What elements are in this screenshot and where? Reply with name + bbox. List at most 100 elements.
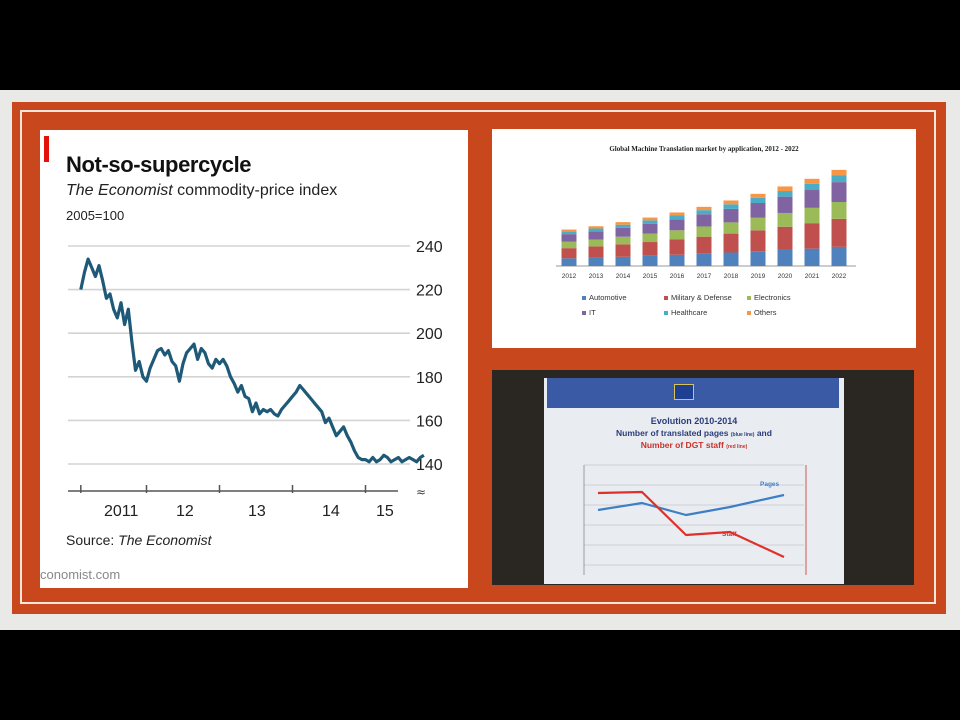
bar-segment bbox=[723, 204, 739, 209]
bar-segment bbox=[750, 217, 766, 231]
bar-segment bbox=[615, 227, 631, 237]
dgt-slide-photo-panel: Evolution 2010-2014 Number of translated… bbox=[492, 370, 914, 585]
staff-note: (red line) bbox=[726, 444, 748, 450]
bar-segment bbox=[669, 239, 685, 255]
bar-segment bbox=[615, 236, 631, 245]
x-tick-label: 2020 bbox=[778, 273, 793, 280]
bar-segment bbox=[696, 236, 712, 254]
bar-segment bbox=[750, 193, 766, 198]
legend-label: Others bbox=[754, 308, 777, 317]
translation-market-panel: Global Machine Translation market by app… bbox=[492, 129, 916, 348]
stacked-bar-chart: 2012 2013 2014 2015 2016 2017 2018 2019 2020 2021… bbox=[556, 169, 856, 317]
bar-segment bbox=[831, 175, 847, 183]
x-tick-label: 2014 bbox=[616, 273, 631, 280]
x-tick-label: 2016 bbox=[670, 273, 685, 280]
series-line-pages bbox=[597, 493, 785, 517]
bar-segment bbox=[561, 248, 577, 259]
bar-segment bbox=[723, 208, 739, 223]
bar-chart-title: Global Machine Translation market by app… bbox=[609, 145, 799, 153]
bar-segment bbox=[696, 253, 712, 266]
bar-segment bbox=[831, 218, 847, 247]
bar-segment bbox=[831, 201, 847, 219]
x-tick-label: 2012 bbox=[562, 273, 577, 280]
x-tick-label: 2018 bbox=[724, 273, 739, 280]
bar-segment bbox=[669, 219, 685, 231]
x-tick-label: 2011 bbox=[104, 503, 139, 520]
bar-segment bbox=[642, 217, 658, 221]
legend-swatch bbox=[747, 311, 751, 315]
bar-segment bbox=[615, 224, 631, 228]
legend-label: Automotive bbox=[589, 293, 627, 302]
bar-segment bbox=[777, 249, 793, 266]
bar-segment bbox=[615, 222, 631, 225]
chart-subtitle: The Economist commodity-price index bbox=[66, 182, 337, 200]
slide-subtitle-pages: Number of translated pages (blue line) a… bbox=[544, 428, 844, 438]
source-label: Source: bbox=[66, 532, 119, 548]
legend-label: Military & Defense bbox=[671, 293, 732, 302]
bar-segment bbox=[696, 206, 712, 211]
bar-segment bbox=[804, 183, 820, 191]
x-tick-label: 2022 bbox=[832, 273, 847, 280]
bar-segment bbox=[750, 197, 766, 204]
bar-segment bbox=[750, 251, 766, 266]
bar-segment bbox=[777, 186, 793, 192]
bar-segment bbox=[723, 233, 739, 253]
bar-segment bbox=[831, 246, 847, 266]
bar-segment bbox=[642, 223, 658, 234]
watermark-url: conomist.com bbox=[40, 567, 121, 582]
bar-segment bbox=[696, 214, 712, 227]
source-name: The Economist bbox=[118, 532, 212, 548]
x-tick-label: 12 bbox=[176, 503, 194, 520]
bar-segment bbox=[750, 230, 766, 252]
eu-logo-icon bbox=[674, 384, 694, 400]
legend-label: IT bbox=[589, 308, 596, 317]
projection-screen bbox=[544, 378, 844, 584]
y-tick-label: 200 bbox=[416, 326, 443, 343]
x-tick-label: 2021 bbox=[805, 273, 820, 280]
bar-segment bbox=[561, 229, 577, 232]
bar-segment bbox=[561, 241, 577, 249]
bar-segment bbox=[642, 255, 658, 266]
bar-segment bbox=[804, 190, 820, 208]
pages-and: and bbox=[754, 428, 772, 438]
y-tick-label: 180 bbox=[416, 370, 443, 387]
staff-label: Number of DGT staff bbox=[640, 440, 724, 450]
pages-label: Number of translated pages bbox=[616, 428, 729, 438]
bar-segment bbox=[615, 244, 631, 257]
bar-segment bbox=[669, 215, 685, 220]
pages-note: (blue line) bbox=[730, 432, 755, 438]
economist-chart-panel: Not-so-supercycle The Economist commodit… bbox=[40, 130, 468, 588]
legend-swatch bbox=[664, 296, 668, 300]
bar-segment bbox=[588, 228, 604, 232]
bar-segment bbox=[642, 242, 658, 256]
legend-label: Healthcare bbox=[671, 308, 707, 317]
series-line-commodity-index bbox=[79, 257, 425, 464]
bar-segment bbox=[588, 239, 604, 247]
legend-swatch bbox=[664, 311, 668, 315]
bar-segment bbox=[561, 234, 577, 242]
subtitle-text: commodity-price index bbox=[172, 182, 338, 199]
x-tick-label: 2013 bbox=[589, 273, 604, 280]
bar-segment bbox=[777, 196, 793, 213]
x-tick-label: 2017 bbox=[697, 273, 712, 280]
bar-segment bbox=[588, 231, 604, 240]
x-tick-label: 2019 bbox=[751, 273, 766, 280]
bar-segment bbox=[669, 254, 685, 266]
y-tick-label: 240 bbox=[416, 239, 443, 256]
bar-segment bbox=[723, 222, 739, 234]
bar-segment bbox=[777, 212, 793, 227]
bar-segment bbox=[831, 182, 847, 202]
bar-segment bbox=[777, 191, 793, 197]
x-tick-label: 14 bbox=[322, 503, 340, 520]
y-tick-label: 160 bbox=[416, 413, 443, 430]
legend-swatch bbox=[582, 296, 586, 300]
bar-segment bbox=[588, 226, 604, 229]
bar-segment bbox=[642, 233, 658, 243]
x-tick-label: 15 bbox=[376, 503, 394, 520]
bar-segment bbox=[804, 207, 820, 224]
bar-segment bbox=[777, 226, 793, 250]
bar-segment bbox=[723, 252, 739, 266]
bar-segment bbox=[750, 203, 766, 218]
bar-segment bbox=[696, 210, 712, 215]
chart-title: Not-so-supercycle bbox=[66, 152, 252, 177]
